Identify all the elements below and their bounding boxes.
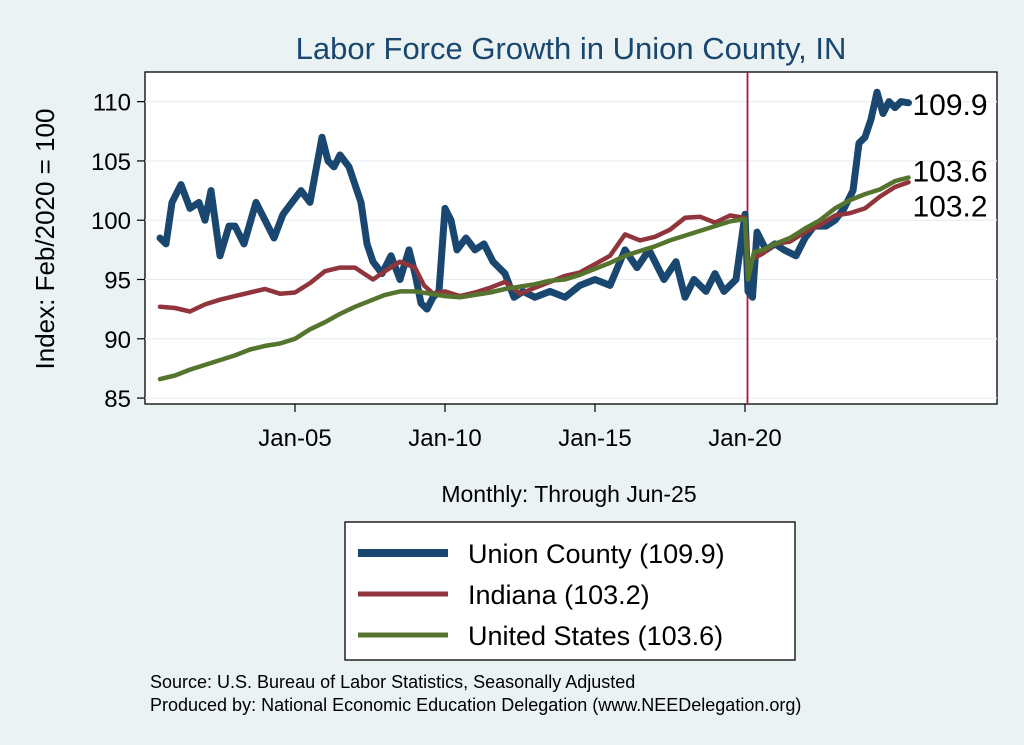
end-label: 109.9 bbox=[913, 89, 988, 122]
y-tick-label: 110 bbox=[93, 90, 131, 117]
legend-label-union-county: Union County (109.9) bbox=[468, 539, 725, 569]
y-tick-label: 105 bbox=[91, 149, 131, 176]
y-axis-label: Index: Feb/2020 = 100 bbox=[30, 109, 60, 370]
x-tick-label: Jan-20 bbox=[708, 425, 781, 452]
y-tick-label: 100 bbox=[91, 208, 131, 235]
x-axis: Jan-05 Jan-10 Jan-15 Jan-20 bbox=[258, 404, 782, 452]
end-label: 103.6 bbox=[913, 156, 988, 189]
y-tick-label: 85 bbox=[104, 386, 131, 413]
legend-label-indiana: Indiana (103.2) bbox=[468, 580, 650, 610]
x-axis-label: Monthly: Through Jun-25 bbox=[441, 481, 696, 507]
end-label: 103.2 bbox=[913, 190, 988, 223]
y-tick-label: 90 bbox=[104, 327, 131, 354]
plot-area bbox=[144, 71, 998, 405]
grid-lines bbox=[145, 101, 997, 399]
legend-label-united-states: United States (103.6) bbox=[468, 621, 723, 651]
x-tick-label: Jan-10 bbox=[408, 425, 481, 452]
y-tick-label: 95 bbox=[104, 268, 131, 295]
legend: Union County (109.9) Indiana (103.2) Uni… bbox=[344, 521, 796, 661]
y-axis: 85 90 95 100 105 110 bbox=[91, 90, 145, 413]
series-lines bbox=[156, 88, 912, 382]
chart-title: Labor Force Growth in Union County, IN bbox=[296, 31, 847, 66]
producer-note: Produced by: National Economic Education… bbox=[150, 695, 801, 715]
source-note: Source: U.S. Bureau of Labor Statistics,… bbox=[150, 672, 635, 692]
series-line-united-states bbox=[157, 175, 911, 382]
x-tick-label: Jan-15 bbox=[558, 425, 631, 452]
series-line-union-county bbox=[156, 88, 912, 313]
x-tick-label: Jan-05 bbox=[258, 425, 331, 452]
